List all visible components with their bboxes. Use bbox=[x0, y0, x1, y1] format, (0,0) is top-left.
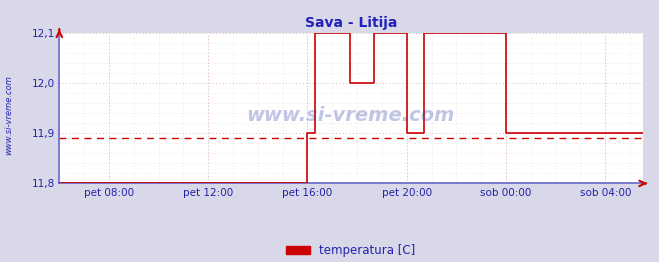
Text: www.si-vreme.com: www.si-vreme.com bbox=[4, 75, 13, 155]
Text: www.si-vreme.com: www.si-vreme.com bbox=[246, 106, 455, 125]
Legend: temperatura [C]: temperatura [C] bbox=[281, 239, 420, 262]
Title: Sava - Litija: Sava - Litija bbox=[304, 16, 397, 30]
